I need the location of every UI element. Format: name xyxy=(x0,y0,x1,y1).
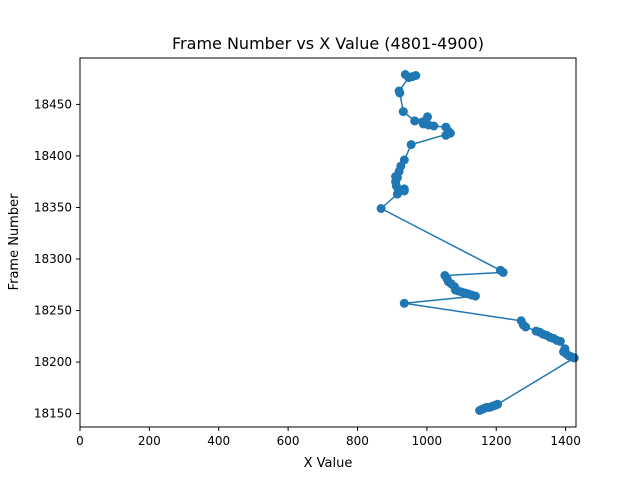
data-point xyxy=(400,70,410,79)
data-point xyxy=(411,71,421,80)
data-point xyxy=(399,155,409,165)
x-tick-label: 200 xyxy=(138,434,161,448)
y-axis-ticks: 18150 18200 18250 18300 18350 18400 18450 xyxy=(34,97,80,421)
data-point xyxy=(516,316,526,326)
y-tick-label: 18250 xyxy=(34,304,72,318)
data-point xyxy=(495,265,505,275)
y-tick-label: 18400 xyxy=(34,149,72,163)
data-point xyxy=(560,344,570,354)
data-point xyxy=(398,107,408,117)
y-tick-label: 18350 xyxy=(34,200,72,214)
chart-title: Frame Number vs X Value (4801-4900) xyxy=(172,34,484,53)
data-point xyxy=(399,298,409,308)
y-tick-label: 18450 xyxy=(34,97,72,111)
data-point xyxy=(399,184,409,194)
plot-frame xyxy=(79,57,577,428)
x-tick-label: 800 xyxy=(346,434,369,448)
data-point xyxy=(376,204,386,213)
y-tick-label: 18200 xyxy=(34,355,72,369)
y-tick-label: 18300 xyxy=(34,252,72,266)
x-tick-label: 1000 xyxy=(412,434,443,448)
x-tick-label: 1400 xyxy=(550,434,581,448)
y-axis-label: Frame Number xyxy=(7,193,22,291)
x-tick-label: 600 xyxy=(277,434,300,448)
data-point xyxy=(493,399,503,409)
data-point xyxy=(410,116,420,126)
x-axis-label: X Value xyxy=(304,456,353,471)
data-point xyxy=(440,271,450,280)
x-axis-ticks: 0 200 400 600 800 1000 1200 1400 xyxy=(76,427,581,448)
data-point xyxy=(531,326,541,336)
x-tick-label: 400 xyxy=(207,434,230,448)
x-tick-label: 0 xyxy=(76,434,84,448)
plot-series xyxy=(376,70,579,415)
data-point xyxy=(394,86,404,96)
data-point xyxy=(423,112,432,122)
data-point xyxy=(441,122,451,132)
y-tick-label: 18150 xyxy=(34,407,72,421)
x-tick-label: 1200 xyxy=(481,434,512,448)
data-point xyxy=(406,140,416,150)
